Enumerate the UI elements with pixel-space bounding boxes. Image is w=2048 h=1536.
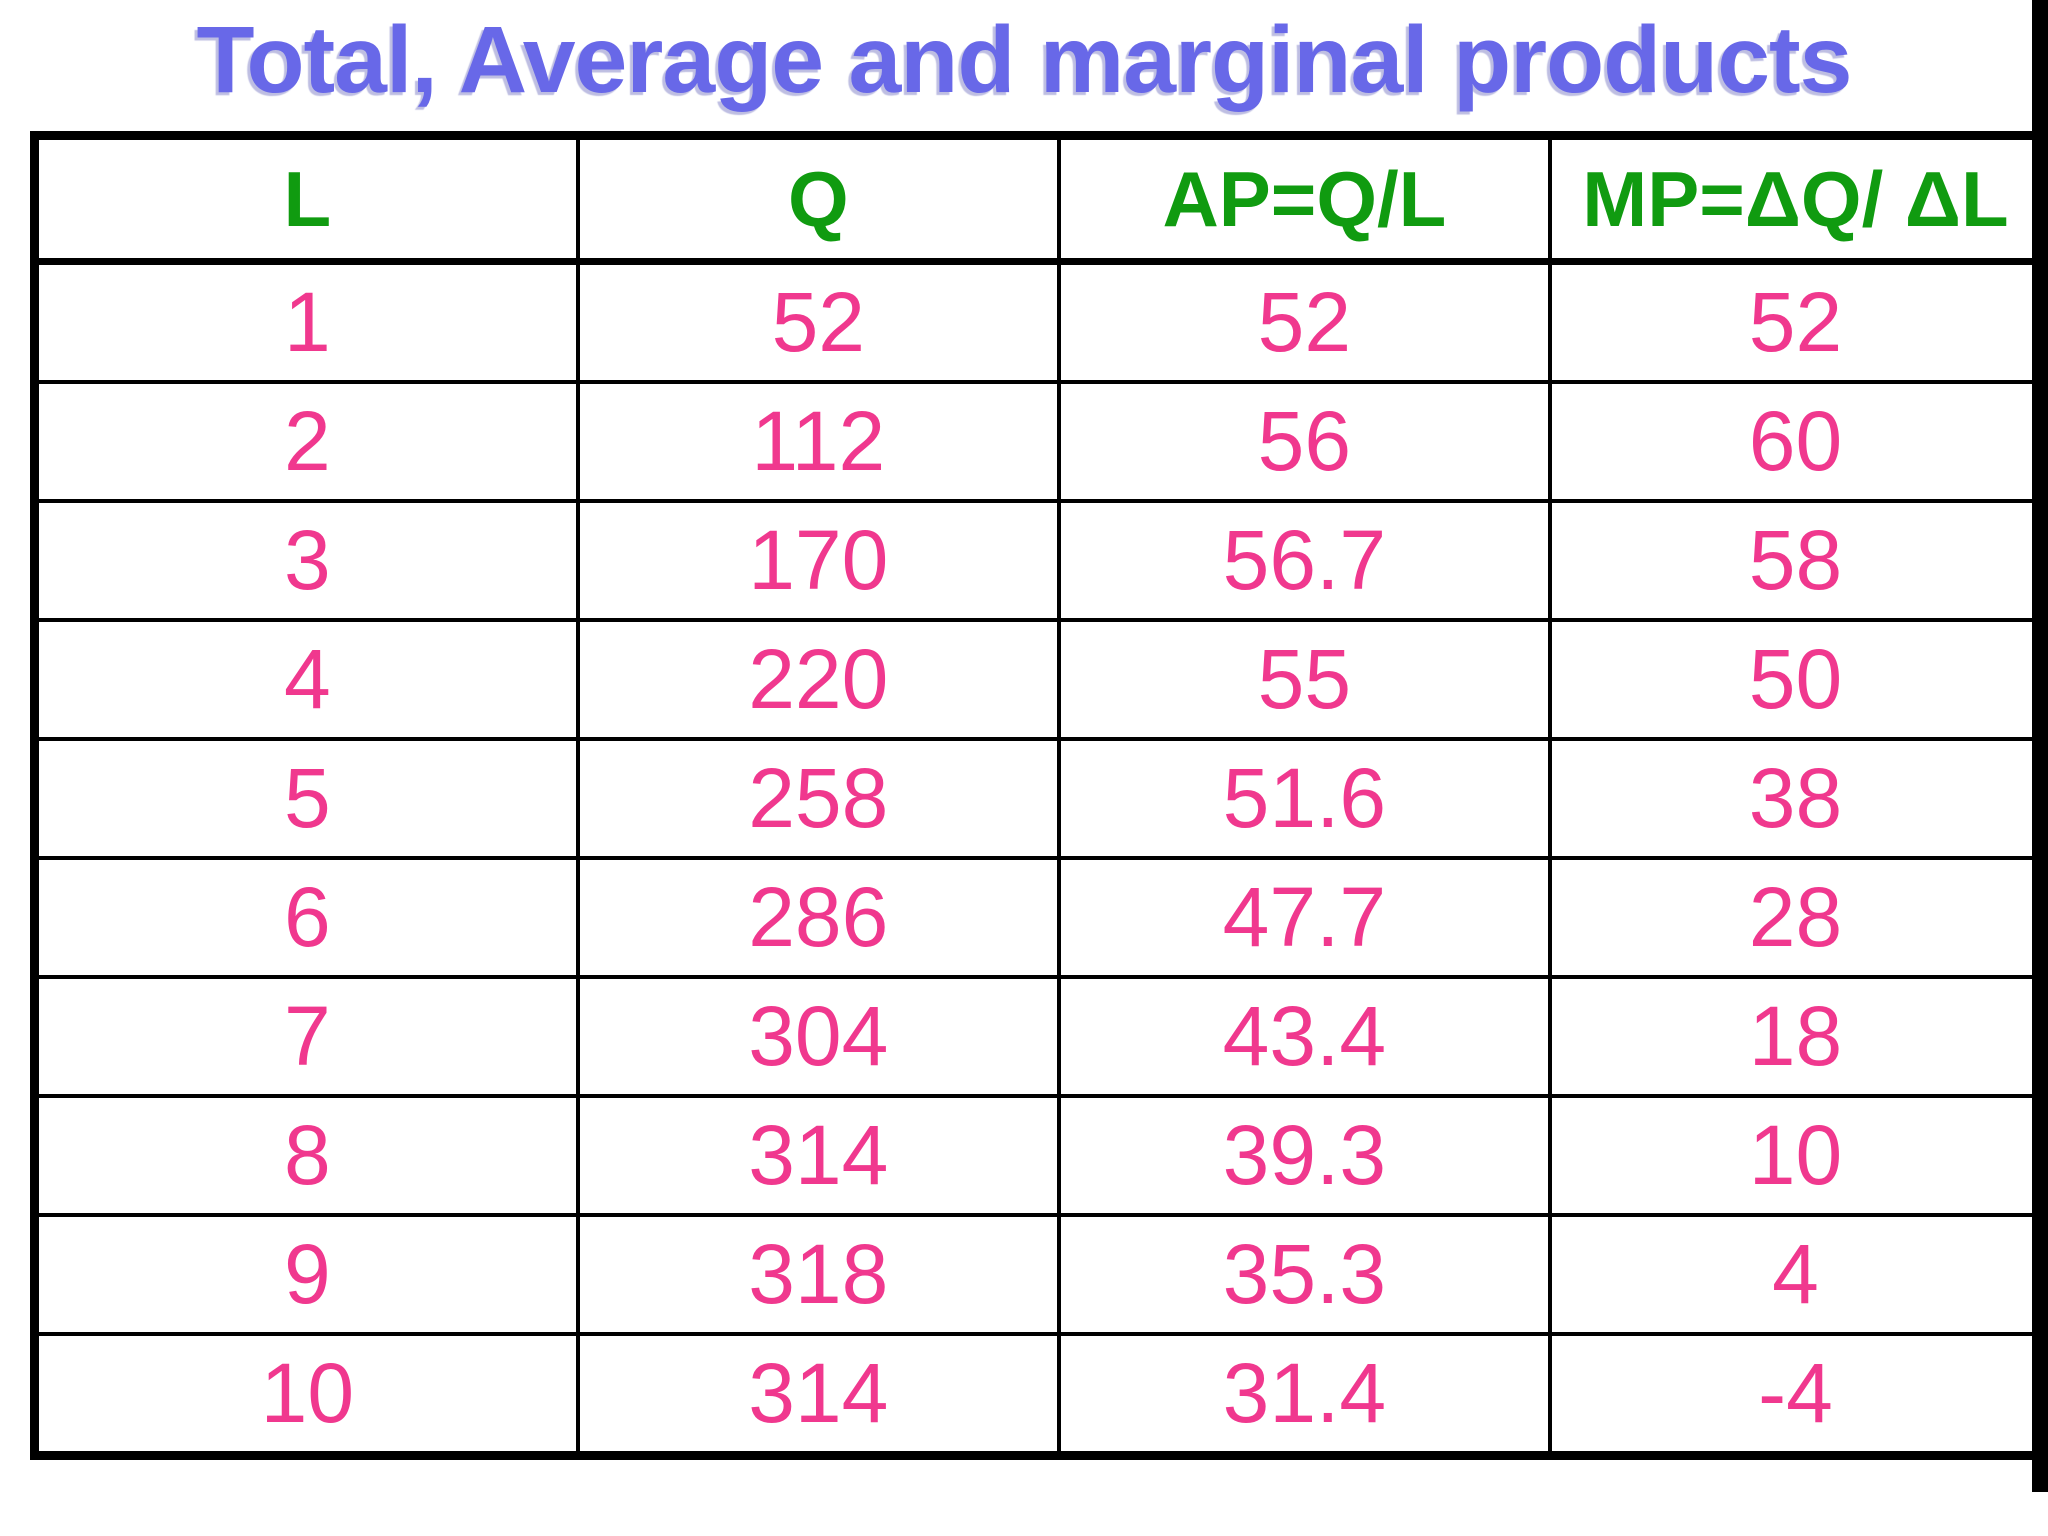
table-cell: 10: [32, 1332, 580, 1458]
table-row: 9 318 35.3 4: [32, 1213, 2046, 1336]
table-row: 7 304 43.4 18: [32, 975, 2046, 1098]
table-header-row: L Q AP=Q/L MP=ΔQ/ ΔL: [32, 133, 2046, 265]
table-cell: 58: [1547, 499, 2046, 622]
table-cell: 52: [575, 259, 1061, 384]
column-header: AP=Q/L: [1056, 133, 1552, 265]
table-cell: 304: [575, 975, 1061, 1098]
column-header: L: [32, 133, 580, 265]
table-cell: 55: [1056, 618, 1552, 741]
table-cell: 35.3: [1056, 1213, 1552, 1336]
table-cell: 4: [1547, 1213, 2046, 1336]
table-cell: -4: [1547, 1332, 2046, 1458]
slide-title: Total, Average and marginal products: [196, 7, 1853, 113]
table-cell: 60: [1547, 380, 2046, 503]
table-row: 6 286 47.7 28: [32, 856, 2046, 979]
table-cell: 39.3: [1056, 1094, 1552, 1217]
table-cell: 318: [575, 1213, 1061, 1336]
table-cell: 38: [1547, 737, 2046, 860]
table-cell: 170: [575, 499, 1061, 622]
table-cell: 220: [575, 618, 1061, 741]
table-cell: 258: [575, 737, 1061, 860]
table-cell: 6: [32, 856, 580, 979]
table-cell: 51.6: [1056, 737, 1552, 860]
table-cell: 52: [1056, 259, 1552, 384]
table-cell: 56.7: [1056, 499, 1552, 622]
table-cell: 314: [575, 1094, 1061, 1217]
table-cell: 10: [1547, 1094, 2046, 1217]
table-cell: 314: [575, 1332, 1061, 1458]
table-cell: 112: [575, 380, 1061, 503]
table-cell: 52: [1547, 259, 2046, 384]
products-table: L Q AP=Q/L MP=ΔQ/ ΔL 1 52 52 52 2 112 56 60 3 170 56.…: [30, 131, 2048, 1460]
table-row: 4 220 55 50: [32, 618, 2046, 741]
table-cell: 47.7: [1056, 856, 1552, 979]
table-cell: 286: [575, 856, 1061, 979]
table-cell: 4: [32, 618, 580, 741]
table-cell: 56: [1056, 380, 1552, 503]
column-header: MP=ΔQ/ ΔL: [1547, 133, 2046, 265]
table-header: L Q AP=Q/L MP=ΔQ/ ΔL: [32, 133, 2046, 265]
table-cell: 28: [1547, 856, 2046, 979]
table-cell: 50: [1547, 618, 2046, 741]
table-row: 1 52 52 52: [32, 259, 2046, 384]
table-row: 5 258 51.6 38: [32, 737, 2046, 860]
table-cell: 7: [32, 975, 580, 1098]
table-cell: 31.4: [1056, 1332, 1552, 1458]
table-cell: 3: [32, 499, 580, 622]
table-cell: 18: [1547, 975, 2046, 1098]
table-cell: 5: [32, 737, 580, 860]
table-row: 10 314 31.4 -4: [32, 1332, 2046, 1458]
table-row: 2 112 56 60: [32, 380, 2046, 503]
right-edge-artifact: [2032, 0, 2048, 1492]
table-row: 8 314 39.3 10: [32, 1094, 2046, 1217]
table-cell: 43.4: [1056, 975, 1552, 1098]
table-cell: 9: [32, 1213, 580, 1336]
table-body: 1 52 52 52 2 112 56 60 3 170 56.7 58 4 220 55 50 5 258 51.…: [32, 259, 2046, 1458]
table-cell: 2: [32, 380, 580, 503]
column-header: Q: [575, 133, 1061, 265]
table-row: 3 170 56.7 58: [32, 499, 2046, 622]
table-cell: 8: [32, 1094, 580, 1217]
table-cell: 1: [32, 259, 580, 384]
